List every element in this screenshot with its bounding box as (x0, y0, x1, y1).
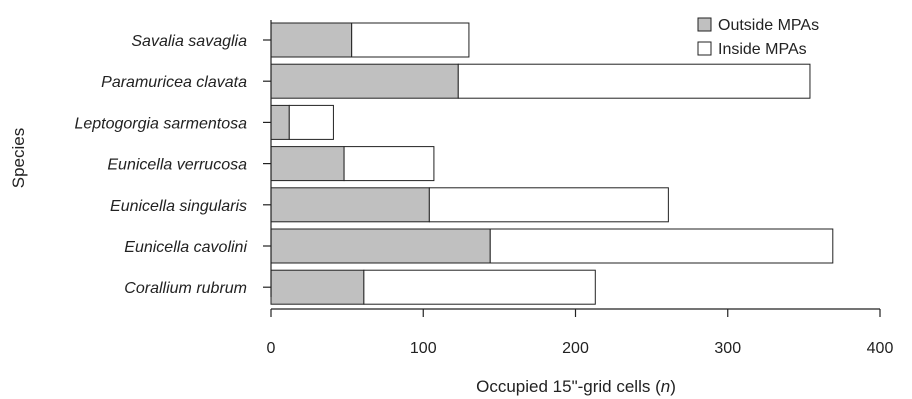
x-axis: 0 100 200 300 400 (267, 308, 894, 357)
bar-outside-4 (270, 187, 430, 223)
category-label-1: Paramuricea clavata (101, 74, 247, 91)
legend-label-outside: Outside MPAs (718, 17, 819, 34)
bar-inside-5 (489, 228, 834, 264)
category-labels: Savalia savaglia Paramuricea clavata Lepto… (74, 33, 247, 297)
bar-outside-1 (270, 63, 459, 99)
y-axis-title: Species (9, 128, 28, 188)
category-label-0: Savalia savaglia (131, 33, 247, 50)
category-label-6: Corallium rubrum (124, 280, 247, 297)
category-label-3: Eunicella verrucosa (107, 157, 247, 174)
x-axis-title-prefix: Occupied 15"-grid cells ( (476, 377, 661, 396)
x-axis-title: Occupied 15"-grid cells (n) (476, 377, 676, 396)
legend: Outside MPAs Inside MPAs (697, 17, 819, 58)
category-label-2: Leptogorgia sarmentosa (74, 115, 247, 132)
bar-outside-0 (270, 22, 353, 58)
bar-outside-6 (270, 269, 365, 305)
legend-swatch-outside (697, 17, 712, 32)
category-label-4: Eunicella singularis (110, 198, 247, 215)
bar-outside-2 (270, 104, 290, 140)
x-tick-label-0: 0 (267, 340, 276, 357)
bar-inside-1 (457, 63, 811, 99)
legend-label-inside: Inside MPAs (718, 41, 807, 58)
x-tick-label-1: 100 (410, 340, 437, 357)
bar-inside-4 (428, 187, 669, 223)
category-label-5: Eunicella cavolini (124, 239, 247, 256)
bars-group (270, 22, 834, 305)
bar-outside-5 (270, 228, 491, 264)
bar-inside-2 (288, 104, 334, 140)
bar-outside-3 (270, 146, 345, 182)
bar-inside-0 (351, 22, 470, 58)
bar-inside-3 (343, 146, 435, 182)
x-axis-title-suffix: ) (670, 377, 676, 396)
x-tick-label-4: 400 (867, 340, 894, 357)
bar-inside-6 (363, 269, 596, 305)
legend-swatch-inside (697, 41, 712, 56)
x-axis-title-variable: n (661, 377, 670, 396)
x-tick-label-2: 200 (562, 340, 589, 357)
x-tick-label-3: 300 (714, 340, 741, 357)
y-axis (263, 20, 272, 297)
